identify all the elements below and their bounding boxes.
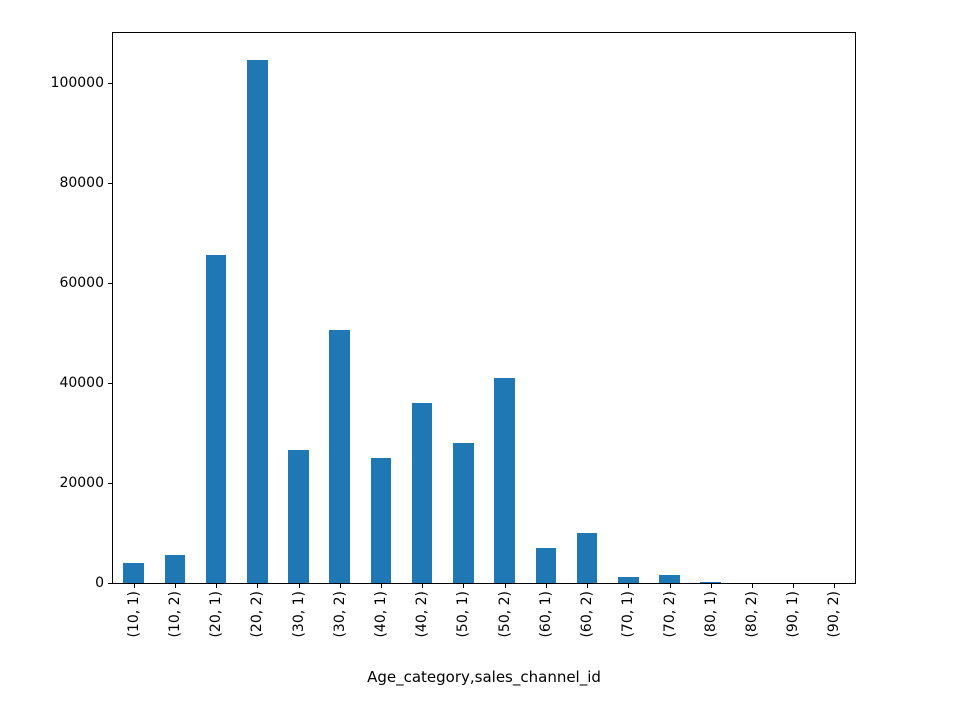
x-tick-mark (751, 584, 753, 588)
y-tick-label: 40000 (59, 375, 104, 391)
bar--50-2- (494, 378, 515, 583)
y-tick-mark (108, 383, 112, 384)
x-tick-mark (587, 584, 589, 588)
bar--10-1- (123, 563, 144, 583)
x-tick-mark (422, 584, 424, 588)
bar--70-2- (659, 575, 680, 583)
x-tick-label: (10, 1) (125, 591, 142, 638)
x-tick-label: (10, 2) (166, 591, 183, 638)
bar--40-1- (370, 458, 392, 583)
y-tick-mark (108, 583, 112, 584)
x-tick-mark (298, 584, 300, 588)
x-tick-label: (40, 1) (372, 591, 389, 638)
y-tick-label: 0 (95, 575, 104, 591)
x-tick-mark (545, 584, 547, 588)
x-tick-mark (463, 584, 465, 588)
x-tick-label: (50, 1) (455, 591, 472, 638)
y-tick-mark (108, 183, 112, 184)
bar--30-1- (288, 450, 309, 583)
x-tick-mark (504, 584, 506, 588)
x-tick-mark (174, 584, 176, 588)
y-tick-label: 60000 (59, 275, 104, 291)
bar--20-2- (246, 60, 268, 583)
x-tick-mark (834, 584, 836, 588)
y-tick-label: 80000 (59, 175, 104, 191)
x-tick-label: (60, 2) (579, 591, 596, 638)
x-tick-label: (70, 1) (620, 591, 637, 638)
x-tick-label: (60, 1) (537, 591, 554, 638)
x-tick-mark (339, 584, 341, 588)
bar--50-1- (453, 443, 474, 583)
x-tick-mark (257, 584, 259, 588)
x-tick-mark (669, 584, 671, 588)
bar--20-1- (205, 255, 227, 583)
x-tick-label: (70, 2) (661, 591, 678, 638)
x-tick-mark (380, 584, 382, 588)
x-tick-label: (90, 2) (826, 591, 843, 638)
x-tick-label: (50, 2) (496, 591, 513, 638)
y-tick-mark (108, 83, 112, 84)
x-tick-label: (30, 2) (331, 591, 348, 638)
y-tick-mark (108, 283, 112, 284)
plot-area (112, 32, 856, 584)
bar--80-1- (700, 582, 722, 583)
x-tick-label: (20, 2) (249, 591, 266, 638)
bar--10-2- (164, 555, 186, 583)
y-tick-label: 100000 (50, 75, 104, 91)
x-tick-mark (793, 584, 795, 588)
x-tick-label: (30, 1) (290, 591, 307, 638)
x-tick-label: (90, 1) (785, 591, 802, 638)
x-axis-label: Age_category,sales_channel_id (367, 668, 601, 686)
bar--70-1- (617, 577, 639, 583)
bar--30-2- (329, 330, 351, 583)
x-tick-mark (133, 584, 135, 588)
x-tick-label: (80, 1) (702, 591, 719, 638)
y-tick-label: 20000 (59, 475, 104, 491)
x-tick-mark (216, 584, 218, 588)
x-tick-mark (628, 584, 630, 588)
bar--40-2- (411, 403, 433, 583)
bar--60-1- (535, 548, 557, 583)
x-tick-label: (80, 2) (743, 591, 760, 638)
bar--60-2- (576, 533, 598, 583)
x-tick-label: (40, 2) (414, 591, 431, 638)
x-tick-label: (20, 1) (208, 591, 225, 638)
y-tick-mark (108, 483, 112, 484)
x-tick-mark (710, 584, 712, 588)
